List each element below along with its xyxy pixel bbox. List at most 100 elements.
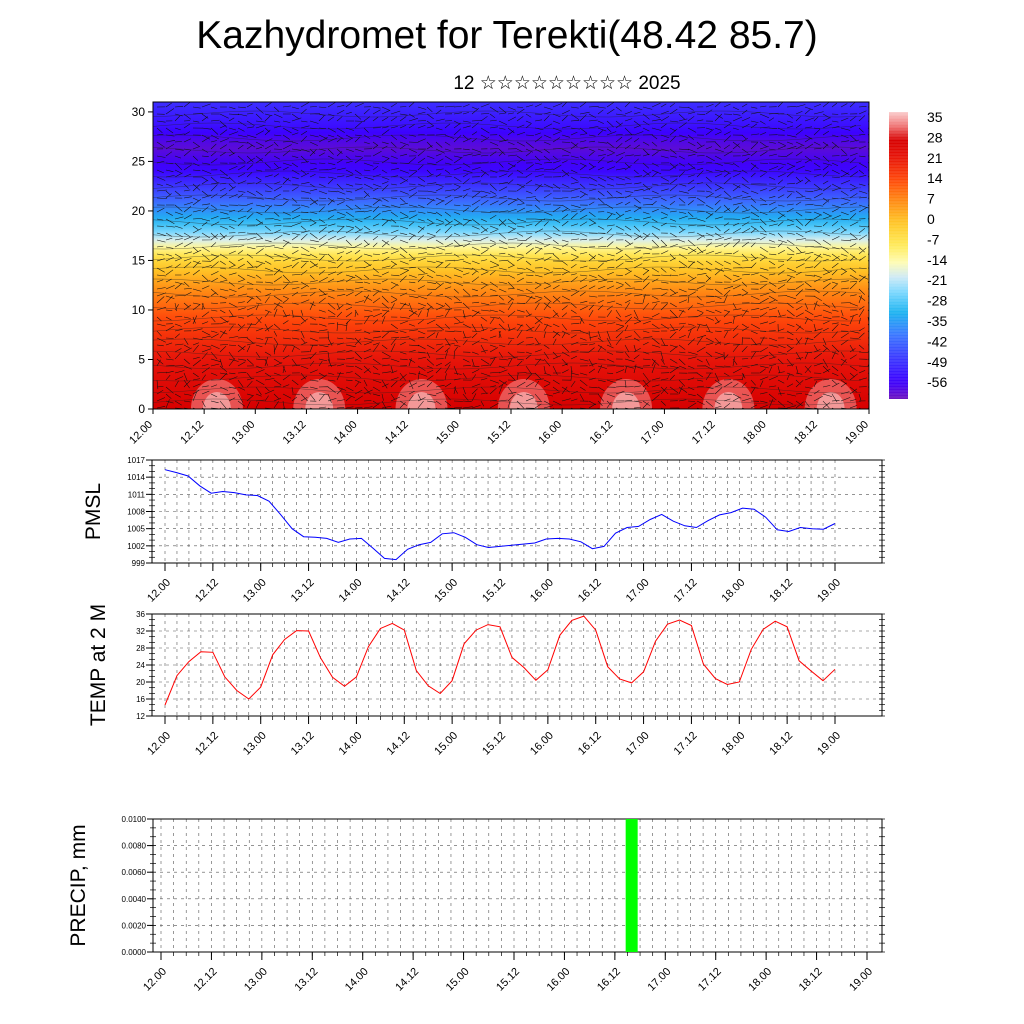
pmsl-xtick-label: 13.00: [241, 577, 269, 605]
pmsl-ytick-label: 999: [132, 559, 146, 568]
temp-xtick-label: 19.00: [815, 730, 843, 758]
pmsl-ytick-label: 1011: [128, 490, 146, 499]
colorbar-label: 7: [927, 191, 935, 207]
precip-xtick-label: 12.12: [192, 966, 220, 994]
section-ytick-label: 0: [138, 402, 145, 416]
temp-xtick-label: 14.12: [384, 730, 412, 758]
precip-minor-ticks: [150, 818, 885, 953]
precip-xtick-label: 15.00: [444, 966, 472, 994]
temp-xtick-label: 12.12: [193, 730, 221, 758]
warm-cell-core: [714, 392, 743, 409]
isotherm-line: [153, 170, 862, 178]
temp-xtick-label: 18.00: [719, 730, 747, 758]
precip-ytick-label: 0.0060: [122, 868, 147, 877]
temp-xtick-label: 17.12: [672, 730, 700, 758]
precip-xtick-label: 17.00: [645, 966, 673, 994]
temp-grid: [152, 613, 882, 717]
page-subtitle: 12 ☆☆☆☆☆☆☆☆☆ 2025: [453, 73, 681, 94]
section-xtick-label: 16.12: [587, 419, 615, 447]
pmsl-xtick-label: 12.12: [193, 577, 221, 605]
precip-xtick-label: 15.12: [494, 966, 522, 994]
pmsl-xtick-label: 15.12: [480, 577, 508, 605]
pmsl-ytick-label: 1017: [127, 456, 145, 465]
colorbar-label: -35: [927, 313, 947, 329]
warm-cell-core: [816, 392, 845, 409]
precip-xtick-label: 18.12: [797, 966, 825, 994]
colorbar-label: -28: [927, 293, 947, 309]
isotherm-line: [153, 314, 862, 322]
section-ytick-label: 20: [132, 204, 146, 218]
pmsl-xtick-label: 14.12: [384, 577, 412, 605]
temp-xtick-label: 15.00: [432, 730, 460, 758]
isotherm-line: [153, 242, 862, 250]
temp-xtick-label: 18.12: [767, 730, 795, 758]
temp-xtick-label: 13.12: [289, 730, 317, 758]
pmsl-xtick-label: 18.12: [767, 577, 795, 605]
isotherm-line: [153, 338, 862, 346]
section-xtick-label: 18.12: [792, 419, 820, 447]
precip-ytick-label: 0.0040: [122, 895, 147, 904]
temp-xtick-label: 14.00: [337, 730, 365, 758]
precip-xtick-label: 19.00: [847, 966, 875, 994]
pmsl-axis-title: PMSL: [82, 483, 105, 540]
isotherm-line: [153, 290, 862, 298]
section-xtick-label: 13.00: [229, 419, 257, 447]
isotherm-line: [153, 350, 862, 358]
precip-ytick-label: 0.0100: [122, 815, 147, 824]
isotherm-line: [153, 134, 862, 142]
precip-chart: 0.0000 0.0020 0.0040 0.0060 0.0080 0.0100 12.0…: [67, 815, 885, 994]
section-xtick-label: 16.00: [536, 419, 564, 447]
section-xtick-label: 12.00: [127, 419, 155, 447]
temp-xtick-label: 12.00: [145, 730, 173, 758]
isotherm-line: [153, 158, 862, 166]
temp-chart: 12 16 20 24 28 32 36 12.00 12.12 13.00 13.12 14.00 1…: [87, 604, 885, 758]
isotherm-line: [153, 182, 862, 190]
precip-xtick-label: 14.12: [393, 966, 421, 994]
temp-ytick-label: 12: [136, 712, 145, 721]
temp-xtick-label: 16.12: [576, 730, 604, 758]
precip-frame: [152, 818, 883, 953]
isotherm-line: [153, 326, 862, 334]
temp-axis-title: TEMP at 2 M: [87, 604, 110, 726]
section-ytick-label: 25: [132, 154, 146, 168]
section-xtick-label: 15.00: [434, 419, 462, 447]
warm-cell-core: [612, 392, 641, 409]
section-xtick-label: 14.00: [332, 419, 360, 447]
isotherm-line: [153, 146, 862, 154]
pmsl-ytick-label: 1005: [127, 525, 145, 534]
temp-xtick-label: 15.12: [480, 730, 508, 758]
precip-xtick-label: 13.00: [242, 966, 270, 994]
temp-ytick-label: 28: [136, 644, 145, 653]
temp-ytick-label: 32: [136, 627, 145, 636]
warm-cell-core: [407, 392, 436, 409]
isotherm-line: [153, 218, 862, 226]
pmsl-xtick-label: 18.00: [719, 577, 747, 605]
section-xtick-label: 15.12: [485, 419, 513, 447]
precip-axis-title: PRECIP, mm: [67, 824, 90, 946]
warm-cell-core: [202, 392, 231, 409]
colorbar-label: -7: [927, 231, 940, 247]
isotherm-line: [153, 362, 862, 370]
colorbar-fill: [889, 112, 908, 399]
precip-xtick-label: 18.00: [746, 966, 774, 994]
isotherm-line: [153, 206, 862, 214]
colorbar-label: -49: [927, 354, 947, 370]
colorbar-label: 0: [927, 211, 935, 227]
pmsl-xtick-label: 17.00: [624, 577, 652, 605]
isotherm-line: [153, 278, 862, 286]
precip-grid: [153, 818, 882, 953]
colorbar-label: -42: [927, 333, 947, 349]
temp-ytick-label: 16: [136, 695, 145, 704]
pmsl-ytick-label: 1008: [127, 508, 145, 517]
section-ytick-label: 5: [138, 352, 145, 366]
temp-xtick-label: 17.00: [624, 730, 652, 758]
isotherm-line: [153, 266, 862, 274]
isotherm-line: [153, 230, 862, 238]
precip-xtick-label: 16.00: [545, 966, 573, 994]
pmsl-ytick-label: 1002: [127, 542, 145, 551]
pmsl-xtick-label: 13.12: [289, 577, 317, 605]
pmsl-xtick-label: 15.00: [432, 577, 460, 605]
precip-xtick-label: 12.00: [141, 966, 169, 994]
pmsl-ytick-label: 1014: [127, 473, 145, 482]
